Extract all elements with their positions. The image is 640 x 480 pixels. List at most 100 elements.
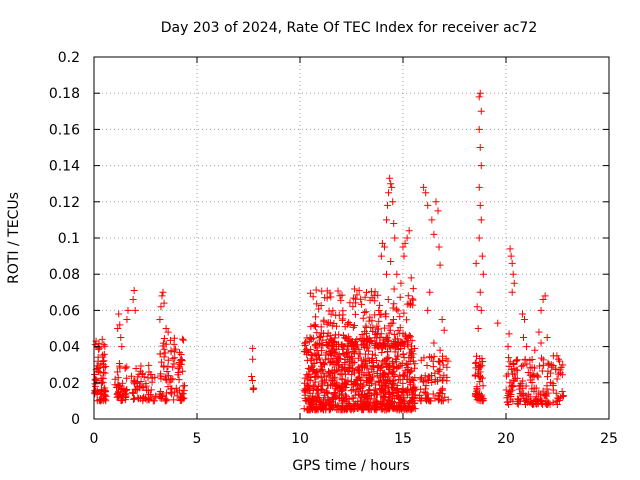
data-point — [510, 279, 518, 287]
data-point — [329, 377, 337, 385]
data-point — [423, 390, 431, 398]
data-point — [518, 391, 526, 399]
data-point — [554, 355, 562, 363]
data-point — [435, 357, 443, 365]
data-point — [403, 234, 411, 242]
data-point — [430, 230, 438, 238]
data-point — [349, 394, 357, 402]
data-point — [383, 401, 391, 409]
data-point — [131, 306, 139, 314]
data-point — [392, 305, 400, 313]
y-tick-label: 0.18 — [49, 86, 80, 102]
data-point — [175, 359, 183, 367]
data-point — [313, 329, 321, 337]
data-point — [365, 378, 373, 386]
data-point — [317, 365, 325, 373]
data-point — [318, 287, 326, 295]
data-point — [378, 348, 386, 356]
data-point — [511, 374, 519, 382]
data-point — [363, 398, 371, 406]
data-point — [394, 342, 402, 350]
data-point — [357, 393, 365, 401]
data-point — [390, 330, 398, 338]
data-point — [132, 364, 140, 372]
data-point — [143, 396, 151, 404]
data-point — [369, 362, 377, 370]
data-point — [375, 377, 383, 385]
data-point — [476, 144, 484, 151]
data-point — [558, 388, 566, 396]
data-point — [386, 326, 394, 334]
data-point — [409, 390, 417, 398]
data-point — [403, 391, 411, 399]
data-point — [319, 386, 327, 394]
data-point — [391, 234, 399, 242]
data-point — [159, 392, 167, 400]
data-point — [132, 385, 140, 393]
data-point — [301, 374, 309, 382]
data-point — [403, 334, 411, 342]
data-point — [547, 369, 555, 377]
data-point — [368, 365, 376, 373]
data-point — [438, 357, 446, 365]
data-point — [391, 341, 399, 349]
data-point — [162, 325, 170, 332]
data-point — [156, 350, 164, 358]
data-point — [400, 354, 408, 362]
data-point — [400, 340, 408, 348]
data-point — [408, 295, 416, 303]
y-tick-label: 0.06 — [49, 303, 80, 319]
data-point — [475, 372, 483, 380]
data-point — [408, 353, 416, 361]
data-point — [367, 287, 375, 295]
data-point — [357, 295, 365, 303]
data-point — [319, 406, 327, 414]
data-point — [101, 342, 109, 350]
data-point — [420, 183, 428, 191]
data-point — [166, 378, 174, 386]
data-point — [399, 351, 407, 359]
data-point — [434, 396, 442, 404]
data-point — [121, 396, 129, 404]
data-point — [559, 361, 567, 369]
data-point — [339, 307, 347, 315]
data-point — [360, 356, 368, 364]
data-point — [399, 243, 407, 251]
data-point — [99, 353, 107, 361]
data-point — [387, 180, 395, 188]
data-point — [100, 341, 108, 349]
data-point — [124, 306, 132, 314]
data-point — [342, 393, 350, 401]
data-point — [344, 376, 352, 384]
data-point — [390, 285, 398, 293]
data-point — [309, 334, 317, 342]
data-point — [395, 338, 403, 346]
data-point — [431, 376, 439, 384]
data-point — [409, 376, 417, 384]
data-point — [396, 313, 404, 321]
data-point — [349, 342, 357, 350]
data-point — [324, 401, 332, 409]
data-point — [101, 369, 109, 377]
data-point — [304, 348, 312, 356]
data-point — [434, 207, 442, 215]
data-point — [366, 313, 374, 321]
data-point — [319, 360, 327, 368]
data-point — [372, 341, 380, 349]
data-point — [99, 374, 107, 382]
y-tick-label: 0.1 — [58, 231, 80, 247]
data-point — [409, 404, 417, 412]
data-point — [309, 352, 317, 360]
data-point — [359, 361, 367, 369]
data-point — [409, 386, 417, 394]
data-point — [249, 344, 257, 352]
axis-ticks — [93, 56, 610, 420]
data-point — [506, 387, 514, 395]
data-point — [172, 384, 180, 392]
data-point — [349, 303, 357, 311]
data-point — [164, 356, 172, 364]
data-point — [505, 354, 513, 362]
data-point — [373, 342, 381, 350]
data-point — [554, 394, 562, 402]
x-tick-label: 0 — [90, 431, 99, 447]
